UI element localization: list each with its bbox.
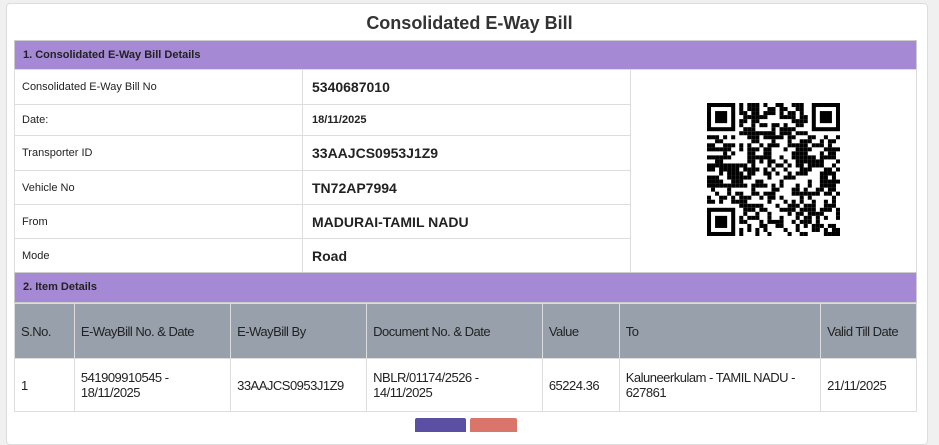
section1-header: 1. Consolidated E-Way Bill Details bbox=[14, 40, 917, 70]
detail-row: Date: 18/11/2025 bbox=[14, 104, 917, 136]
close-button[interactable] bbox=[470, 418, 517, 432]
detail-value: 5340687010 bbox=[302, 69, 631, 105]
detail-value: 18/11/2025 bbox=[302, 104, 631, 136]
table-cell: NBLR/01174/2526 - 14/11/2025 bbox=[366, 358, 543, 412]
section2-header: 2. Item Details bbox=[14, 272, 917, 303]
detail-label: From bbox=[14, 204, 303, 239]
table-cell: 1 bbox=[14, 358, 75, 412]
detail-row: Vehicle No TN72AP7994 bbox=[14, 170, 917, 205]
detail-value: 33AAJCS0953J1Z9 bbox=[302, 135, 631, 171]
table-cell: 65224.36 bbox=[541, 358, 620, 412]
detail-label: Date: bbox=[14, 104, 303, 136]
table-cell: 541909910545 - 18/11/2025 bbox=[73, 358, 232, 412]
column-header: Value bbox=[541, 303, 620, 359]
detail-label: Mode bbox=[14, 238, 303, 273]
column-header: Valid Till Date bbox=[820, 303, 917, 359]
detail-row: Mode Road bbox=[14, 238, 917, 273]
column-header: Document No. & Date bbox=[366, 303, 543, 359]
detail-label: Transporter ID bbox=[14, 135, 303, 171]
details-table: Consolidated E-Way Bill No 5340687010 Date… bbox=[14, 69, 917, 273]
column-header: E-WayBill By bbox=[230, 303, 368, 359]
table-cell: 21/11/2025 bbox=[820, 358, 917, 412]
detail-value: Road bbox=[302, 238, 631, 273]
detail-value: MADURAI-TAMIL NADU bbox=[302, 204, 631, 239]
detail-value: TN72AP7994 bbox=[302, 170, 631, 205]
page-title: Consolidated E-Way Bill bbox=[366, 13, 573, 33]
table-row: 1 541909910545 - 18/11/2025 33AAJCS0953J1Z… bbox=[14, 358, 917, 412]
detail-row: Consolidated E-Way Bill No 5340687010 bbox=[14, 69, 917, 273]
column-header: S.No. bbox=[14, 303, 75, 359]
items-table: S.No. E-WayBill No. & Date E-WayBill By Doc… bbox=[14, 303, 917, 412]
table-cell: Kaluneerkulam - TAMIL NADU - 627861 bbox=[618, 358, 822, 412]
column-header: E-WayBill No. & Date bbox=[73, 303, 232, 359]
detail-label: Vehicle No bbox=[14, 170, 303, 205]
print-button[interactable] bbox=[415, 418, 466, 432]
detail-row: From MADURAI-TAMIL NADU bbox=[14, 204, 917, 239]
qr-code-icon bbox=[630, 69, 917, 273]
table-cell: 33AAJCS0953J1Z9 bbox=[230, 358, 368, 412]
detail-row: Transporter ID 33AAJCS0953J1Z9 bbox=[14, 135, 917, 171]
column-header: To bbox=[618, 303, 822, 359]
detail-label: Consolidated E-Way Bill No bbox=[14, 69, 303, 105]
